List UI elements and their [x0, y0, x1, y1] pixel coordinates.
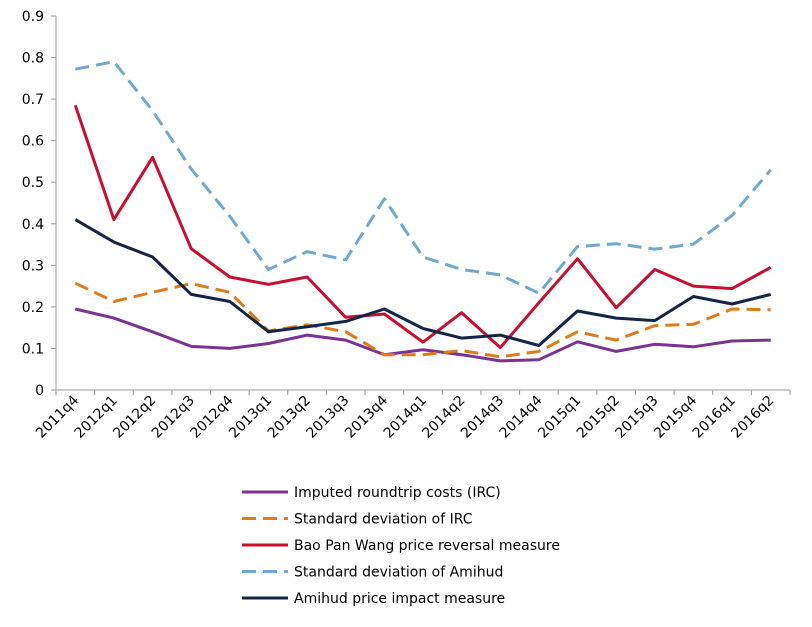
legend-label: Standard deviation of Amihud	[294, 565, 503, 581]
legend-label: Imputed roundtrip costs (IRC)	[294, 485, 501, 501]
y-tick-label: 0.4	[22, 217, 44, 233]
y-tick-label: 0.7	[22, 92, 44, 108]
series-line-2	[74, 281, 771, 359]
y-tick-label: 0.2	[22, 300, 44, 316]
legend-label: Bao Pan Wang price reversal measure	[294, 538, 560, 554]
series-layer	[73, 60, 772, 363]
series-line-1	[74, 307, 771, 363]
legend-label: Standard deviation of IRC	[294, 512, 473, 528]
y-tick-label: 0	[35, 383, 44, 399]
y-axis: 0 0.1 0.2 0.3 0.4 0.5 0.6 0.7 0.8 0.9	[22, 9, 57, 399]
y-tick-label: 0.3	[22, 258, 44, 274]
y-tick-label: 0.1	[22, 341, 44, 357]
legend-label: Amihud price impact measure	[294, 591, 505, 607]
legend: Imputed roundtrip costs (IRC) Standard de…	[242, 485, 560, 607]
y-tick-label: 0.8	[22, 51, 44, 67]
y-tick-label: 0.6	[22, 134, 44, 150]
x-axis: 2011q42012q12012q22012q32012q42013q12013…	[33, 389, 791, 442]
series-line-4	[75, 60, 772, 295]
series-line-3	[73, 104, 772, 350]
y-tick-label: 0.9	[22, 9, 44, 25]
x-tick-label: 2016q2	[728, 393, 777, 442]
y-tick-label: 0.5	[22, 175, 44, 191]
